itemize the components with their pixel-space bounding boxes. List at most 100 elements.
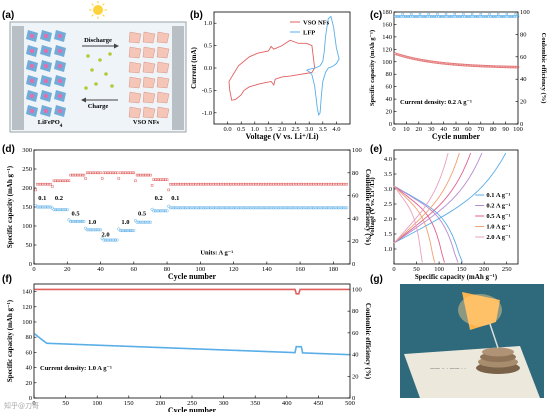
capacity-point [67, 218, 71, 222]
efficiency-point [172, 182, 175, 186]
legend-label: 0.5 A g⁻¹ [486, 213, 510, 220]
vso-unit [156, 61, 170, 74]
efficiency-point [500, 15, 504, 18]
efficiency-point [342, 182, 345, 186]
capacity-point [250, 206, 254, 210]
y-tick-label: 1.0 [384, 246, 392, 253]
efficiency-point [215, 182, 219, 186]
capacity-point [398, 53, 402, 57]
y2-tick-label: 0 [352, 261, 355, 268]
efficiency-point [448, 15, 451, 18]
efficiency-point [444, 13, 448, 16]
efficiency-point [167, 188, 170, 192]
efficiency-point [174, 182, 177, 186]
efficiency-point [497, 13, 500, 16]
vso-unit [156, 46, 170, 59]
x-tick-label: 50 [413, 266, 420, 273]
left-electrode-plate [12, 26, 24, 130]
efficiency-point [252, 182, 255, 186]
efficiency-point [144, 173, 147, 177]
capacity-point [160, 209, 164, 213]
capacity-point [235, 206, 239, 210]
capacity-point [326, 206, 330, 210]
capacity-point [57, 208, 61, 212]
y2-axis-label: Coulombic efficiency (%) [364, 303, 372, 380]
y-tick-label: 80 [386, 71, 393, 78]
efficiency-point [337, 182, 340, 186]
legend-label: 0.1 A g⁻¹ [486, 192, 510, 199]
efficiency-point [194, 182, 197, 186]
vso-unit [128, 31, 142, 44]
capacity-point [301, 206, 305, 210]
efficiency-point [204, 182, 207, 186]
efficiency-point [510, 15, 513, 18]
capacity-point [494, 65, 498, 68]
x-tick-label: 2.0 [278, 126, 286, 133]
capacity-point [489, 65, 493, 68]
y-tick-label: -0.5 [202, 87, 212, 94]
capacity-point [84, 226, 88, 230]
efficiency-point [323, 182, 327, 186]
capacity-point [150, 207, 154, 211]
efficiency-point [52, 179, 56, 183]
plot-frame [393, 149, 519, 265]
chart-c: 0 10 20 30 40 50 60 70 80 90 100020406080100120140… [369, 9, 547, 141]
efficiency-point [452, 15, 455, 18]
chart-b: 0.0 0.5 1.0 1.5 2.0 2.5 3.0 3.5 4.0 -1.0 -0.5 0.0 0.… [190, 11, 351, 141]
capacity-point [419, 58, 423, 62]
capacity-point [130, 229, 134, 233]
efficiency-point [267, 182, 270, 186]
y-axis-label: Specific capacity (mAh g⁻¹) [6, 165, 14, 248]
efficiency-point [82, 173, 86, 177]
efficiency-point [417, 15, 420, 18]
efficiency-point [95, 171, 99, 175]
capacity-point [135, 220, 139, 224]
efficiency-point [420, 15, 423, 18]
x-tick-label: 250 [187, 400, 197, 407]
efficiency-point [305, 182, 309, 186]
x-tick-label: 100 [434, 266, 444, 273]
capacity-point [39, 205, 43, 209]
efficiency-point [67, 179, 71, 183]
efficiency-point [464, 15, 468, 18]
capacity-point [454, 63, 458, 66]
x-tick-label: 40 [440, 126, 447, 133]
panel-label-d: (d) [2, 144, 15, 155]
efficiency-point [275, 182, 279, 186]
capacity-point [82, 219, 86, 223]
li-ion [108, 52, 112, 56]
capacity-point [50, 206, 54, 210]
efficiency-point [97, 171, 101, 175]
capacity-point [510, 65, 514, 69]
capacity-point [426, 59, 429, 63]
capacity-point [128, 229, 133, 233]
efficiency-point [327, 182, 330, 186]
x-tick-label: 80 [164, 266, 171, 273]
capacity-point [97, 228, 101, 232]
capacity-point [480, 64, 484, 68]
efficiency-point [466, 15, 469, 18]
y-tick-label: 140 [382, 34, 392, 41]
discharge-curve [393, 185, 459, 263]
efficiency-point [313, 182, 317, 186]
x-tick-label: 60 [465, 126, 472, 133]
capacity-point [80, 219, 84, 223]
efficiency-point [484, 15, 487, 18]
efficiency-point [159, 178, 162, 181]
y-axis-label: Voltage (V vs. Li⁺/Li) [369, 177, 376, 236]
capacity-point [125, 229, 129, 233]
capacity-point [459, 63, 463, 67]
y2-tick-label: 40 [520, 76, 527, 83]
efficiency-point [202, 182, 205, 186]
capacity-point [442, 61, 445, 65]
y-axis-label: Current (mA) [190, 47, 198, 89]
capacity-point [59, 208, 63, 212]
capacity-point [330, 206, 334, 210]
capacity-point [320, 206, 324, 210]
y-tick-label: 100 [382, 59, 392, 66]
efficiency-point [240, 182, 244, 186]
capacity-point [147, 220, 151, 224]
efficiency-point [64, 179, 67, 183]
efficiency-point [293, 182, 297, 186]
capacity-point [280, 206, 284, 210]
